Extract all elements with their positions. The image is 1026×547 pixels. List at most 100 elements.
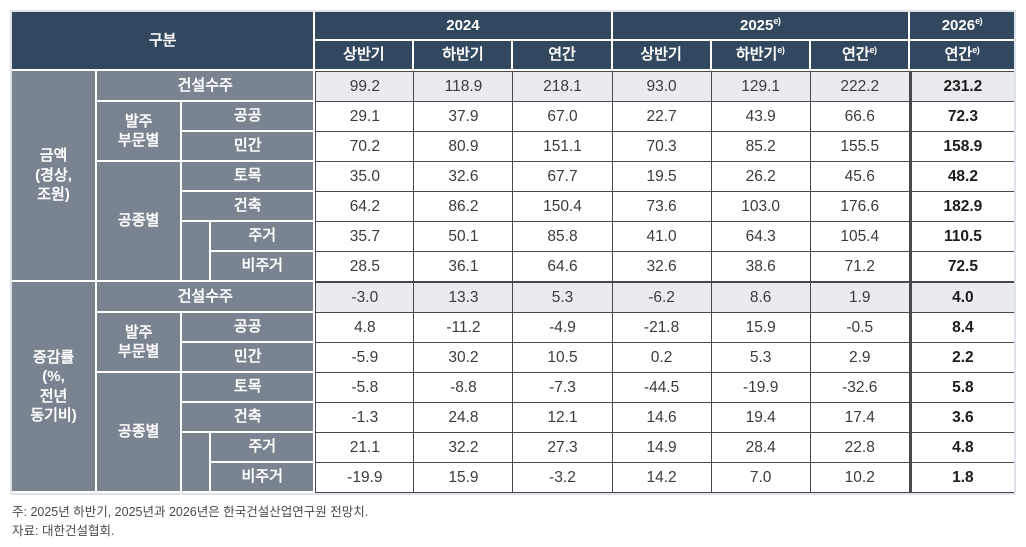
- data-cell: 21.1: [315, 433, 415, 463]
- data-cell: 64.6: [513, 252, 613, 282]
- data-cell: 45.6: [810, 162, 910, 192]
- data-cell: -19.9: [315, 463, 415, 493]
- period-label: 연간: [548, 46, 576, 64]
- data-cell: 118.9: [414, 71, 514, 102]
- data-cell: 5.3: [513, 282, 613, 313]
- period-header: 상반기: [315, 41, 415, 71]
- row-residential: 주거 35.7 50.1 85.8 41.0 64.3 105.4 110.5: [12, 222, 1014, 282]
- sub-indent-spacer: [182, 433, 212, 493]
- data-cell: 32.2: [414, 433, 514, 463]
- data-cell: -3.2: [513, 463, 613, 493]
- data-cell: 182.9: [909, 192, 1014, 222]
- year-header-2024: 2024: [315, 12, 613, 41]
- period-header: 상반기: [612, 41, 712, 71]
- data-cell: 17.4: [810, 403, 910, 433]
- data-cell: 3.6: [909, 403, 1014, 433]
- data-cell: 99.2: [315, 71, 415, 102]
- group-label-order-type: 발주 부문별: [97, 102, 183, 162]
- data-cell: 231.2: [909, 71, 1014, 102]
- sub-indent-spacer: [182, 222, 212, 282]
- row-label: 공공: [182, 102, 316, 132]
- row-non-residential: 비주거 28.5 36.1 64.6 32.6 38.6 71.2 72.5: [12, 252, 1014, 282]
- data-cell: 30.2: [414, 343, 514, 373]
- data-cell: 27.3: [513, 433, 613, 463]
- data-cell: 15.9: [414, 463, 514, 493]
- estimate-mark: e): [972, 45, 980, 56]
- row-label: 민간: [182, 132, 316, 162]
- year-label: 2024: [446, 16, 480, 34]
- data-cell: 7.0: [711, 463, 811, 493]
- data-cell: 129.1: [711, 71, 811, 102]
- data-cell: 32.6: [612, 252, 712, 282]
- data-cell: 1.9: [810, 282, 910, 313]
- data-cell: 13.3: [414, 282, 514, 313]
- estimate-mark: e): [869, 45, 878, 56]
- data-cell: -19.9: [711, 373, 811, 403]
- row-label: 공공: [182, 313, 316, 343]
- data-cell: 64.2: [315, 192, 415, 222]
- row-building: 건축 -1.3 24.8 12.1 14.6 19.4 17.4 3.6: [12, 403, 1014, 433]
- data-cell: 35.7: [315, 222, 415, 252]
- data-cell: 72.5: [909, 252, 1014, 282]
- data-cell: 86.2: [414, 192, 514, 222]
- period-label: 연간: [841, 46, 870, 64]
- data-cell: 67.7: [513, 162, 613, 192]
- data-cell: 41.0: [612, 222, 712, 252]
- data-cell: 70.2: [315, 132, 415, 162]
- section-label-growth: 증감률 (%, 전년 동기비): [12, 282, 98, 493]
- period-label: 하반기: [442, 46, 484, 64]
- row-civil: 공종별 토목 35.0 32.6 67.7 19.5 26.2 45.6 48.…: [12, 162, 1014, 282]
- row-residential: 주거 21.1 32.2 27.3 14.9 28.4 22.8 4.8: [12, 433, 1014, 493]
- data-cell: 12.1: [513, 403, 613, 433]
- period-header: 하반기e): [711, 41, 811, 71]
- data-cell: 50.1: [414, 222, 514, 252]
- data-cell: -21.8: [612, 313, 712, 343]
- data-cell: 158.9: [909, 132, 1014, 162]
- row-private: 민간 -5.9 30.2 10.5 0.2 5.3 2.9 2.2: [12, 343, 1014, 373]
- data-cell: 155.5: [810, 132, 910, 162]
- data-cell: 0.2: [612, 343, 712, 373]
- section-label-amount: 금액 (경상, 조원): [12, 71, 98, 282]
- data-cell: 5.3: [711, 343, 811, 373]
- data-cell: 151.1: [513, 132, 613, 162]
- data-cell: 26.2: [711, 162, 811, 192]
- data-cell: 37.9: [414, 102, 514, 132]
- data-cell: 4.8: [909, 433, 1014, 463]
- source-line: 자료: 대한건설협회.: [12, 523, 115, 538]
- row-building: 건축 64.2 86.2 150.4 73.6 103.0 176.6 182.…: [12, 192, 1014, 222]
- data-cell: 4.8: [315, 313, 415, 343]
- year-label: 2026: [941, 16, 976, 34]
- year-header-2026: 2026e): [909, 12, 1014, 41]
- data-cell: 85.2: [711, 132, 811, 162]
- data-cell: 14.2: [612, 463, 712, 493]
- data-cell: 48.2: [909, 162, 1014, 192]
- data-cell: 5.8: [909, 373, 1014, 403]
- data-cell: -3.0: [315, 282, 415, 313]
- data-cell: 93.0: [612, 71, 712, 102]
- data-cell: 73.6: [612, 192, 712, 222]
- row-label-total: 건설수주: [97, 71, 316, 102]
- data-cell: 1.8: [909, 463, 1014, 493]
- row-label: 건축: [182, 192, 316, 222]
- data-cell: 110.5: [909, 222, 1014, 252]
- period-label: 하반기: [735, 46, 778, 64]
- data-cell: -32.6: [810, 373, 910, 403]
- period-label: 상반기: [640, 46, 682, 64]
- row-total-amount: 금액 (경상, 조원) 건설수주 99.2 118.9 218.1 93.0 1…: [12, 71, 1014, 282]
- data-cell: 10.5: [513, 343, 613, 373]
- data-cell: 24.8: [414, 403, 514, 433]
- period-label: 상반기: [343, 46, 385, 64]
- table-footnotes: 주: 2025년 하반기, 2025년과 2026년은 한국건설산업연구원 전망…: [10, 495, 1016, 547]
- estimate-mark: e): [773, 15, 781, 26]
- row-label: 주거: [211, 433, 316, 463]
- estimate-mark: e): [777, 45, 785, 56]
- data-cell: 43.9: [711, 102, 811, 132]
- row-label: 비주거: [211, 252, 316, 282]
- period-header: 연간e): [909, 41, 1014, 71]
- data-cell: 36.1: [414, 252, 514, 282]
- data-cell: 38.6: [711, 252, 811, 282]
- construction-orders-table: 구분 2024 2025e) 2026e) 상반기 하반기 연간 상반기 하반기…: [10, 10, 1016, 495]
- data-cell: 28.4: [711, 433, 811, 463]
- corner-header: 구분: [12, 12, 316, 71]
